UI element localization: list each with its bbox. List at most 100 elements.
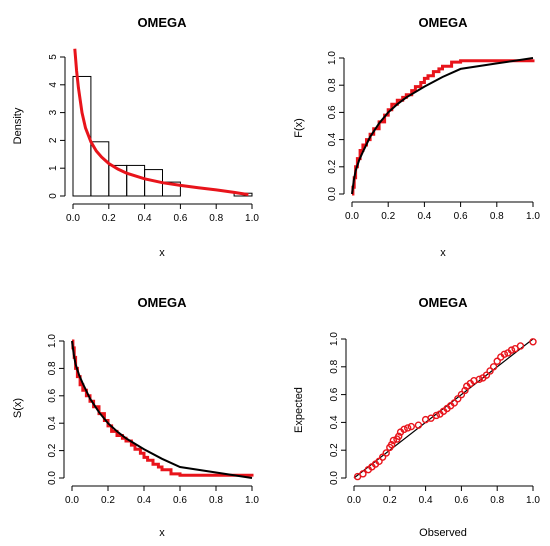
x-tick-label: 1.0 [245,213,259,224]
data-point [400,425,408,434]
panel-title: OMEGA [418,295,468,310]
x-tick-label: 0.2 [101,495,115,506]
histogram-bar [90,141,110,197]
data-point [414,421,423,429]
panel-pp: OMEGA Observed Expected 0.0 0.2 0.4 0.6 0.8 1… [293,295,540,539]
y-tick-label: 0.2 [327,159,338,173]
y-tick-label: 0.2 [47,443,58,457]
fitted-density-curve [73,48,249,197]
x-axis-label: x [159,247,165,259]
y-tick-label: 1.0 [329,332,340,346]
y-axis-ticks: 0.0 0.2 0.4 0.6 0.8 1.0 [47,334,65,485]
x-axis-ticks: 0.0 0.2 0.4 0.6 0.8 1.0 [345,201,540,222]
y-axis-ticks: 0 1 2 3 4 5 [48,54,66,199]
y-tick-label: 5 [48,54,59,60]
empirical-step-curve [351,59,535,196]
x-tick-label: 0.0 [347,495,361,506]
data-point [475,375,483,384]
y-axis-ticks: 0.0 0.2 0.4 0.6 0.8 1.0 [327,51,345,201]
data-point [378,453,387,461]
x-tick-label: 0.2 [381,211,395,222]
data-point [493,357,501,365]
x-tick-label: 0.6 [173,213,187,224]
data-point [507,346,516,354]
y-tick-label: 0.6 [47,388,58,402]
x-tick-label: 0.8 [209,495,223,506]
x-tick-label: 0.8 [490,211,504,222]
data-point [516,342,525,350]
x-tick-label: 0.0 [345,211,359,222]
empirical-step-curve [71,339,254,477]
panel-survival: OMEGA x S(x) 0.0 0.2 0.4 0.6 0.8 1.0 0.00.20.… [12,295,259,539]
data-point [432,411,441,420]
theoretical-curve [71,340,253,479]
x-tick-label: 0.0 [66,213,80,224]
y-tick-label: 0.0 [47,471,58,485]
plot-area [71,339,254,479]
x-axis-ticks: 0.0 0.2 0.4 0.6 0.8 1.0 [65,485,259,506]
data-point [529,338,537,346]
data-point [457,390,466,399]
data-point [454,395,462,403]
x-tick-label: 0.8 [490,495,504,506]
y-axis-label: S(x) [12,398,24,418]
y-axis-ticks: 0.0 0.2 0.4 0.6 0.8 1.0 [329,332,347,485]
x-axis-ticks: 0.0 0.2 0.4 0.6 0.8 1.0 [66,203,259,224]
y-tick-label: 0 [48,193,59,199]
y-tick-label: 0.2 [329,443,340,457]
x-tick-label: 0.6 [173,495,187,506]
x-axis-label: x [159,527,165,539]
data-point [407,422,415,431]
y-axis-label: Expected [293,387,305,433]
x-tick-label: 0.2 [383,495,397,506]
panel-density: OMEGA x Density 0.0 0.2 0.4 0.6 0.8 1.0 0 1 2 3 4… [12,15,259,259]
data-point [404,424,412,432]
y-tick-label: 2 [48,137,59,143]
data-point [500,350,509,358]
y-tick-label: 3 [48,109,59,115]
histogram-bar [72,75,92,197]
x-tick-label: 0.6 [454,211,468,222]
x-tick-label: 0.4 [417,211,431,222]
data-point [382,449,390,457]
plot-area [353,338,537,481]
x-tick-label: 1.0 [526,211,540,222]
x-tick-label: 1.0 [245,495,259,506]
y-tick-label: 1.0 [47,334,58,348]
y-tick-label: 0.0 [327,187,338,201]
histogram-bar [126,164,146,197]
data-point [359,470,367,478]
panel-cdf: OMEGA x F(x) 0.0 0.2 0.4 0.6 0.8 1.0 0.00.20.… [293,15,540,259]
x-tick-label: 0.4 [137,495,151,506]
y-tick-label: 0.8 [327,78,338,92]
panel-title: OMEGA [137,15,187,30]
y-tick-label: 0.6 [327,105,338,119]
histogram-bar [162,181,181,197]
plot-area [72,48,253,197]
data-point [389,436,398,445]
y-tick-label: 0.8 [329,359,340,373]
y-tick-label: 0.4 [329,415,340,429]
y-tick-label: 0.4 [47,416,58,430]
theoretical-curve [351,57,534,195]
data-point [482,371,491,379]
y-tick-label: 0.0 [329,471,340,485]
x-axis-label: Observed [419,527,467,539]
y-tick-label: 1 [48,165,59,171]
data-point [450,399,458,407]
x-tick-label: 0.4 [419,495,433,506]
x-tick-label: 1.0 [526,495,540,506]
y-tick-label: 0.4 [327,132,338,146]
y-tick-label: 1.0 [327,51,338,65]
x-axis-label: x [440,247,446,259]
y-axis-label: F(x) [293,118,305,138]
x-tick-label: 0.8 [209,213,223,224]
data-point [486,367,494,375]
y-axis-label: Density [12,107,24,144]
x-tick-label: 0.6 [454,495,468,506]
y-tick-label: 0.6 [329,387,340,401]
x-tick-label: 0.2 [102,213,116,224]
y-tick-label: 0.8 [47,361,58,375]
x-tick-label: 0.0 [65,495,79,506]
